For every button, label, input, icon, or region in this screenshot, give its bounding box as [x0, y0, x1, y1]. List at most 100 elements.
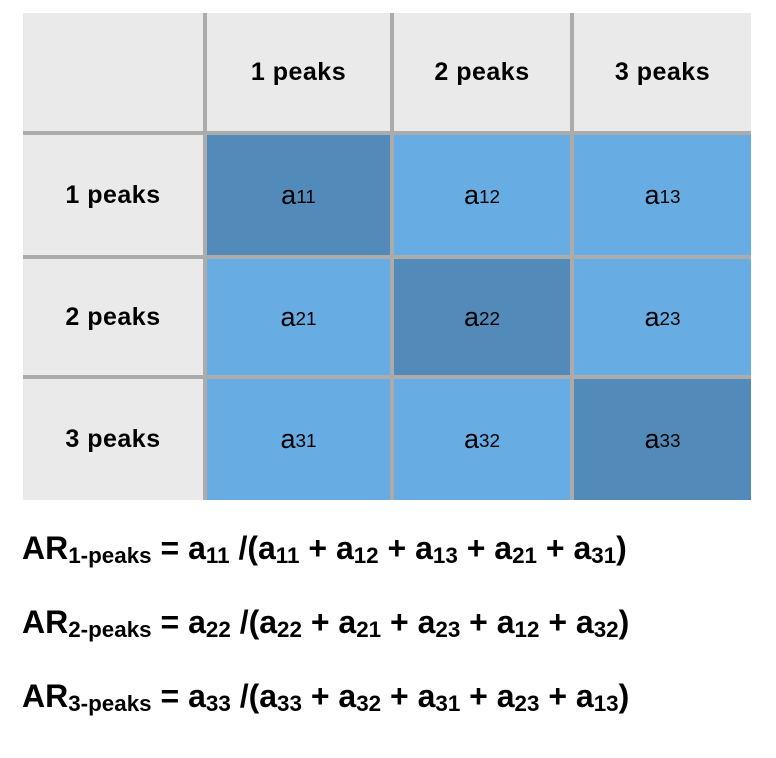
formula-token: AR2-peaks [22, 603, 152, 642]
formula-token: a21 [338, 603, 382, 642]
cell-symbol: a [463, 424, 479, 454]
formula-subscript: 13 [593, 690, 619, 716]
formula-token: a12 [335, 529, 379, 568]
formula-subscript: 12 [353, 542, 379, 568]
formula-ar-1-peaks: AR1-peaks = a11 /(a11 + a12 + a13 + a21 … [22, 511, 776, 585]
cell-symbol: a [280, 301, 296, 332]
formula-token: = [151, 529, 189, 566]
formula-subscript: 1-peaks [68, 542, 152, 568]
formula-subscript: 13 [432, 542, 458, 568]
formula-token: /( [230, 677, 260, 714]
matrix-cell-a22: a 22 [394, 259, 570, 375]
cell-subscript: 31 [295, 431, 317, 453]
formula-subscript: 11 [275, 542, 300, 568]
matrix-col-header-2-peaks: 2 peaks [394, 13, 570, 131]
cell-subscript: 33 [659, 431, 681, 453]
formula-subscript: 22 [205, 616, 231, 642]
formula-token: + [381, 603, 418, 640]
formula-token: + [536, 529, 574, 566]
cell-subscript: 13 [659, 186, 681, 208]
formula-subscript: 21 [356, 616, 382, 642]
matrix-cell-a23: a 23 [574, 259, 751, 375]
formula-token: AR3-peaks [22, 677, 152, 716]
formula-token: a33 [188, 677, 231, 716]
formula-token: a21 [494, 529, 537, 568]
matrix-cell-a21: a 21 [207, 259, 390, 375]
cell-subscript: 22 [479, 308, 501, 330]
formula-token: a11 [258, 529, 300, 568]
formula-token: /( [230, 603, 260, 640]
formula-subscript: 31 [591, 542, 617, 568]
formula-token: a22 [188, 603, 231, 642]
formula-token: + [457, 529, 495, 566]
matrix-cell-a11: a 11 [207, 135, 390, 255]
formula-subscript: 32 [356, 690, 382, 716]
formula-subscript: 3-peaks [68, 690, 152, 716]
formula-token: + [460, 677, 497, 714]
formula-subscript: 23 [435, 616, 461, 642]
matrix-col-header-3-peaks: 3 peaks [574, 13, 751, 131]
matrix-cell-a32: a 32 [394, 379, 570, 500]
matrix-cell-a12: a 12 [394, 135, 570, 255]
matrix-cell-a13: a 13 [574, 135, 751, 255]
cell-symbol: a [644, 179, 660, 210]
formula-token: AR1-peaks [22, 529, 152, 568]
formula-token: a23 [417, 603, 461, 642]
formula-token: ) [616, 529, 627, 566]
formula-token: + [539, 603, 576, 640]
confusion-matrix: 1 peaks 2 peaks 3 peaks 1 peaks a 11 a 12 … [23, 13, 751, 500]
formula-token: a23 [496, 677, 540, 716]
formula-token: a13 [575, 677, 619, 716]
matrix-row-header-1-peaks: 1 peaks [23, 135, 203, 255]
cell-symbol: a [280, 424, 296, 454]
formula-token: a32 [575, 603, 619, 642]
formula-subscript: 31 [435, 690, 461, 716]
formula-subscript: 2-peaks [68, 616, 152, 642]
matrix-row-header-2-peaks: 2 peaks [23, 259, 203, 375]
cell-subscript: 12 [479, 186, 501, 208]
matrix-cell-a31: a 31 [207, 379, 390, 500]
cell-subscript: 32 [479, 431, 501, 453]
matrix-cell-a33: a 33 [574, 379, 751, 500]
cell-subscript: 11 [296, 186, 316, 208]
formula-ar-2-peaks: AR2-peaks = a22 /(a22 + a21 + a23 + a12 … [22, 585, 776, 659]
formula-ar-3-peaks: AR3-peaks = a33 /(a33 + a32 + a31 + a23 … [22, 659, 776, 733]
formula-subscript: 21 [512, 542, 537, 568]
formula-token: a32 [338, 677, 382, 716]
cell-symbol: a [463, 301, 479, 332]
formula-token: a13 [415, 529, 458, 568]
matrix-row-header-3-peaks: 3 peaks [23, 379, 203, 500]
formula-token: /( [229, 529, 258, 566]
formula-token: + [299, 529, 336, 566]
formula-token: + [378, 529, 416, 566]
formula-subscript: 23 [514, 690, 540, 716]
formula-token: a33 [259, 677, 302, 716]
formula-token: + [301, 603, 339, 640]
formula-token: a12 [496, 603, 540, 642]
formula-token: a31 [417, 677, 461, 716]
formula-block: AR1-peaks = a11 /(a11 + a12 + a13 + a21 … [22, 511, 776, 733]
matrix-corner-cell [23, 13, 203, 131]
formula-token: a22 [259, 603, 302, 642]
cell-subscript: 23 [659, 308, 681, 330]
formula-token: + [460, 603, 497, 640]
formula-token: ) [618, 677, 630, 714]
formula-subscript: 33 [277, 690, 302, 716]
formula-token: + [301, 677, 339, 714]
formula-token: = [151, 603, 189, 640]
formula-subscript: 12 [514, 616, 540, 642]
formula-subscript: 32 [593, 616, 619, 642]
cell-symbol: a [644, 424, 660, 454]
formula-subscript: 22 [277, 616, 302, 642]
cell-symbol: a [463, 179, 479, 210]
formula-token: = [151, 677, 189, 714]
cell-symbol: a [644, 301, 660, 332]
matrix-col-header-1-peaks: 1 peaks [207, 13, 390, 131]
formula-subscript: 33 [205, 690, 231, 716]
formula-token: a31 [573, 529, 617, 568]
cell-subscript: 21 [295, 308, 317, 330]
formula-token: a11 [188, 529, 230, 568]
formula-token: ) [618, 603, 630, 640]
formula-token: + [539, 677, 576, 714]
formula-subscript: 11 [205, 542, 230, 568]
